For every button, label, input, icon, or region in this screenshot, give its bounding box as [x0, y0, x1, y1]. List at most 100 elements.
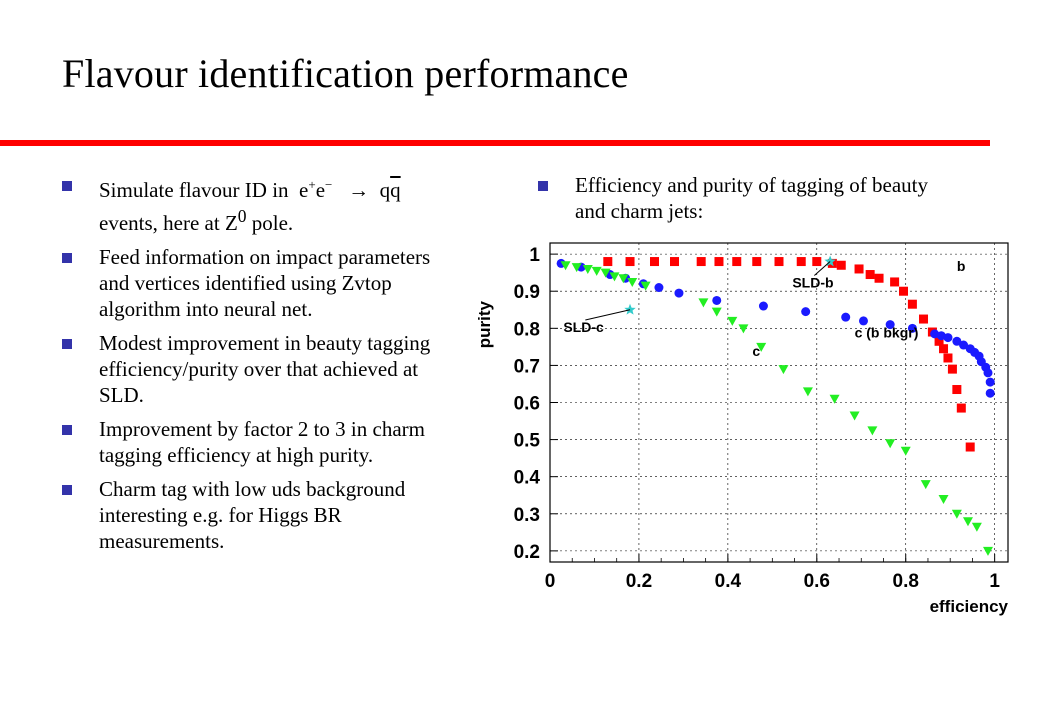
c-tag-point	[618, 274, 629, 284]
bullet-marker	[62, 253, 72, 263]
b-tag-point	[732, 257, 742, 267]
c-tag-point	[560, 261, 571, 271]
b-tag-point	[865, 270, 875, 280]
c-bkg-point	[758, 301, 768, 311]
c-tag-point	[711, 307, 722, 317]
c-tag-point	[971, 522, 982, 532]
sld-point	[824, 255, 836, 267]
b-tag-point	[752, 257, 762, 267]
c-bkg-point	[885, 320, 895, 330]
c-bkg-point	[959, 340, 969, 350]
c-tag-point	[849, 411, 860, 421]
b-tag-point	[874, 273, 884, 283]
annotation-label: c	[752, 343, 760, 359]
bullet-marker	[62, 339, 72, 349]
right-bullet-list: Efficiency and purity of tagging of beau…	[538, 172, 958, 232]
b-tag-point	[796, 257, 806, 267]
c-bkg-point	[801, 307, 811, 317]
left-bullet-list: Simulate flavour ID in e+e− → qq events,…	[62, 172, 462, 562]
c-bkg-point	[952, 336, 962, 346]
x-tick-label: 1	[989, 571, 1000, 592]
c-tag-point	[609, 272, 620, 282]
b-tag-point	[899, 286, 909, 296]
c-bkg-point	[943, 333, 953, 343]
y-tick-label: 0.4	[514, 468, 541, 489]
bullet-text: Improvement by factor 2 to 3 in charm ta…	[99, 417, 425, 467]
bullet-marker	[62, 485, 72, 495]
c-tag-point	[951, 509, 962, 519]
c-bkg-point	[712, 295, 722, 305]
bullet-item: Simulate flavour ID in e+e− → qq events,…	[62, 172, 462, 236]
annotation-label: b	[957, 258, 966, 274]
c-bkg-point	[858, 316, 868, 326]
c-tag-point	[738, 324, 749, 334]
bullet-text: Simulate flavour ID in	[99, 178, 289, 202]
y-tick-label: 0.5	[514, 431, 541, 452]
bullet-text: Charm tag with low uds background intere…	[99, 477, 406, 553]
b-tag-point	[890, 277, 900, 287]
y-tick-label: 0.3	[514, 505, 540, 526]
bullet-item: Efficiency and purity of tagging of beau…	[538, 172, 958, 224]
b-tag-point	[603, 257, 613, 267]
y-tick-label: 0.8	[514, 319, 540, 340]
b-tag-point	[965, 442, 975, 452]
annotation-label: c (b bkgr)	[855, 325, 919, 341]
c-tag-point	[982, 546, 993, 556]
arrow-icon: →	[348, 178, 370, 202]
c-tag-point	[962, 517, 973, 527]
x-tick-label: 0.6	[804, 571, 830, 592]
c-bkg-point	[985, 388, 995, 398]
bullet-marker	[62, 181, 72, 191]
bullet-item: Modest improvement in beauty tagging eff…	[62, 330, 462, 408]
c-tag-point	[920, 480, 931, 490]
c-tag-point	[627, 277, 638, 287]
annotation-arrow	[814, 261, 831, 276]
c-bkg-point	[841, 312, 851, 322]
x-tick-label: 0.2	[626, 571, 652, 592]
x-axis-label: efficiency	[930, 597, 1009, 616]
y-tick-label: 0.2	[514, 542, 540, 563]
reaction-formula: e+e− → qq	[299, 177, 401, 202]
c-tag-point	[640, 281, 651, 291]
b-tag-point	[774, 257, 784, 267]
b-tag-point	[947, 364, 957, 374]
b-tag-point	[854, 264, 864, 274]
c-tag-point	[571, 263, 582, 273]
annotation-arrow	[585, 309, 631, 321]
c-tag-point	[885, 439, 896, 449]
title-divider	[0, 140, 990, 146]
c-tag-point	[591, 266, 602, 276]
bullet-text: Feed information on impact parameters an…	[99, 245, 431, 321]
b-tag-point	[714, 257, 724, 267]
b-tag-point	[943, 353, 953, 363]
x-tick-label: 0.4	[715, 571, 742, 592]
efficiency-purity-chart: 0 0.2 0.4 0.6 0.8 10.20.30.40.50.60.70.80.91e…	[475, 242, 1009, 616]
b-tag-point	[939, 344, 949, 354]
y-tick-label: 0.9	[514, 282, 540, 303]
c-bkg-point	[983, 368, 993, 378]
bullet-item: Improvement by factor 2 to 3 in charm ta…	[62, 416, 462, 468]
bullet-text: Efficiency and purity of tagging of beau…	[575, 173, 929, 223]
c-tag-point	[802, 387, 813, 397]
c-bkg-point	[654, 283, 664, 293]
x-tick-label: 0	[545, 571, 556, 592]
c-tag-point	[867, 426, 878, 436]
bullet-item: Feed information on impact parameters an…	[62, 244, 462, 322]
x-tick-label: 0.8	[893, 571, 919, 592]
b-tag-point	[625, 257, 635, 267]
z-superscript: 0	[237, 206, 247, 226]
annotation-label: SLD-b	[792, 275, 833, 291]
sld-point	[624, 303, 636, 315]
y-tick-label: 1	[529, 245, 540, 266]
c-tag-point	[727, 316, 738, 326]
c-bkg-point	[907, 323, 917, 333]
c-tag-point	[938, 494, 949, 504]
bullet-text-end: pole.	[246, 211, 294, 235]
y-axis-label: purity	[475, 300, 494, 348]
c-tag-point	[756, 342, 767, 352]
c-tag-point	[600, 268, 611, 278]
b-tag-point	[670, 257, 680, 267]
c-tag-point	[582, 264, 593, 274]
page-title: Flavour identification performance	[62, 51, 629, 96]
b-tag-point	[919, 314, 929, 324]
